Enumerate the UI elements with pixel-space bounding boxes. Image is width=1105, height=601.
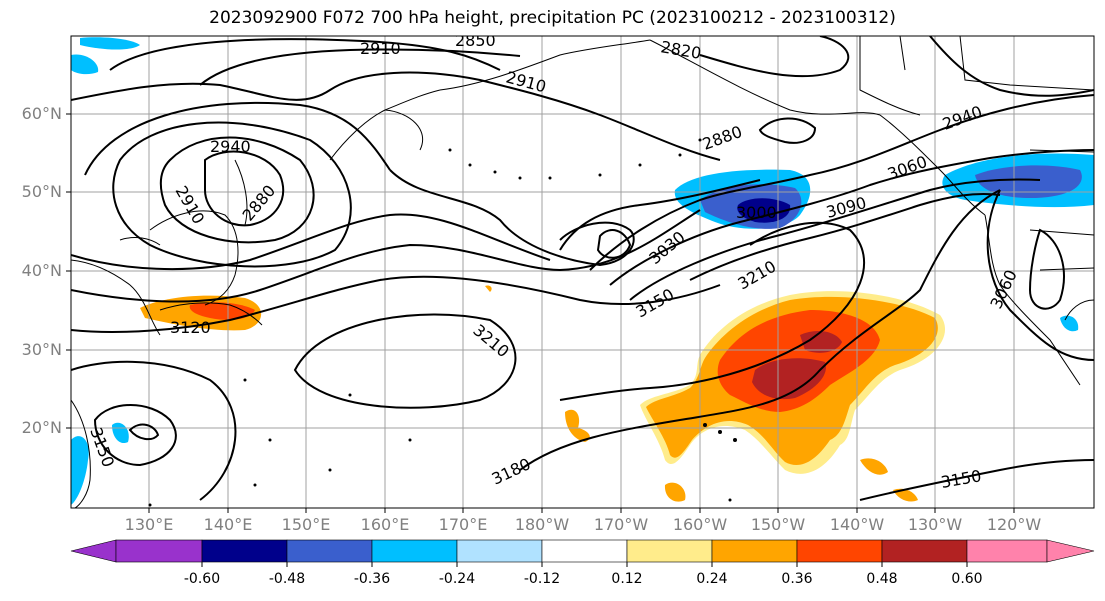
- lon-label: 180°W: [514, 515, 570, 534]
- colorbar: [70, 539, 1095, 563]
- colorbar-tick-label: -0.24: [438, 571, 476, 587]
- colorbar-ticks: [201, 562, 968, 567]
- map-gridlines: [71, 36, 1094, 508]
- precipitation-shading: [71, 37, 1094, 505]
- lon-label: 150°W: [750, 515, 806, 534]
- colorbar-tick-label: -0.60: [183, 571, 221, 587]
- lon-label: 140°W: [829, 515, 885, 534]
- colorbar-tick-label: -0.36: [353, 571, 391, 587]
- colorbar-segment: [286, 539, 373, 563]
- lat-label: 40°N: [21, 261, 62, 280]
- map-title: 2023092900 F072 700 hPa height, precipit…: [209, 8, 896, 28]
- lon-label: 130°E: [124, 515, 174, 534]
- colorbar-segment: [371, 539, 458, 563]
- contour-label: 2910: [360, 39, 401, 58]
- colorbar-tick-label: 0.12: [611, 571, 643, 587]
- lat-label: 60°N: [21, 104, 62, 123]
- contour-label: 3120: [170, 318, 211, 337]
- map-panel: [71, 36, 1094, 508]
- colorbar-segment: [966, 539, 1048, 563]
- axis-ticks: [66, 113, 1015, 513]
- lon-label: 140°E: [203, 515, 253, 534]
- colorbar-tick-label: -0.48: [268, 571, 306, 587]
- colorbar-segment: [796, 539, 883, 563]
- lon-label: 160°W: [672, 515, 728, 534]
- colorbar-tick-label: 0.48: [866, 571, 898, 587]
- colorbar-segment: [1046, 539, 1095, 563]
- lon-label: 120°W: [986, 515, 1042, 534]
- coastlines: [71, 36, 1094, 508]
- lon-label: 130°W: [907, 515, 963, 534]
- height-contours: [71, 36, 1094, 501]
- contour-label: 2940: [210, 137, 251, 156]
- lat-label: 30°N: [21, 340, 62, 359]
- lon-label: 170°E: [438, 515, 488, 534]
- colorbar-segment: [881, 539, 968, 563]
- colorbar-segment: [70, 539, 117, 563]
- colorbar-tick-label: 0.24: [696, 571, 728, 587]
- colorbar-segment: [626, 539, 713, 563]
- lon-label: 150°E: [281, 515, 331, 534]
- colorbar-segment: [201, 539, 288, 563]
- islands: [148, 138, 737, 507]
- colorbar-tick-label: -0.12: [523, 571, 561, 587]
- lon-label: 170°W: [593, 515, 649, 534]
- colorbar-tick-label: 0.60: [951, 571, 983, 587]
- colorbar-segment: [115, 539, 203, 563]
- colorbar-segment: [711, 539, 798, 563]
- colorbar-segment: [456, 539, 543, 563]
- lat-label: 20°N: [21, 418, 62, 437]
- contour-label: 2850: [455, 31, 496, 50]
- lat-label: 50°N: [21, 182, 62, 201]
- map-frame: [70, 35, 1095, 509]
- lon-label: 160°E: [360, 515, 410, 534]
- contour-label: 3000: [736, 203, 777, 222]
- colorbar-segment: [541, 539, 628, 563]
- colorbar-tick-label: 0.36: [781, 571, 813, 587]
